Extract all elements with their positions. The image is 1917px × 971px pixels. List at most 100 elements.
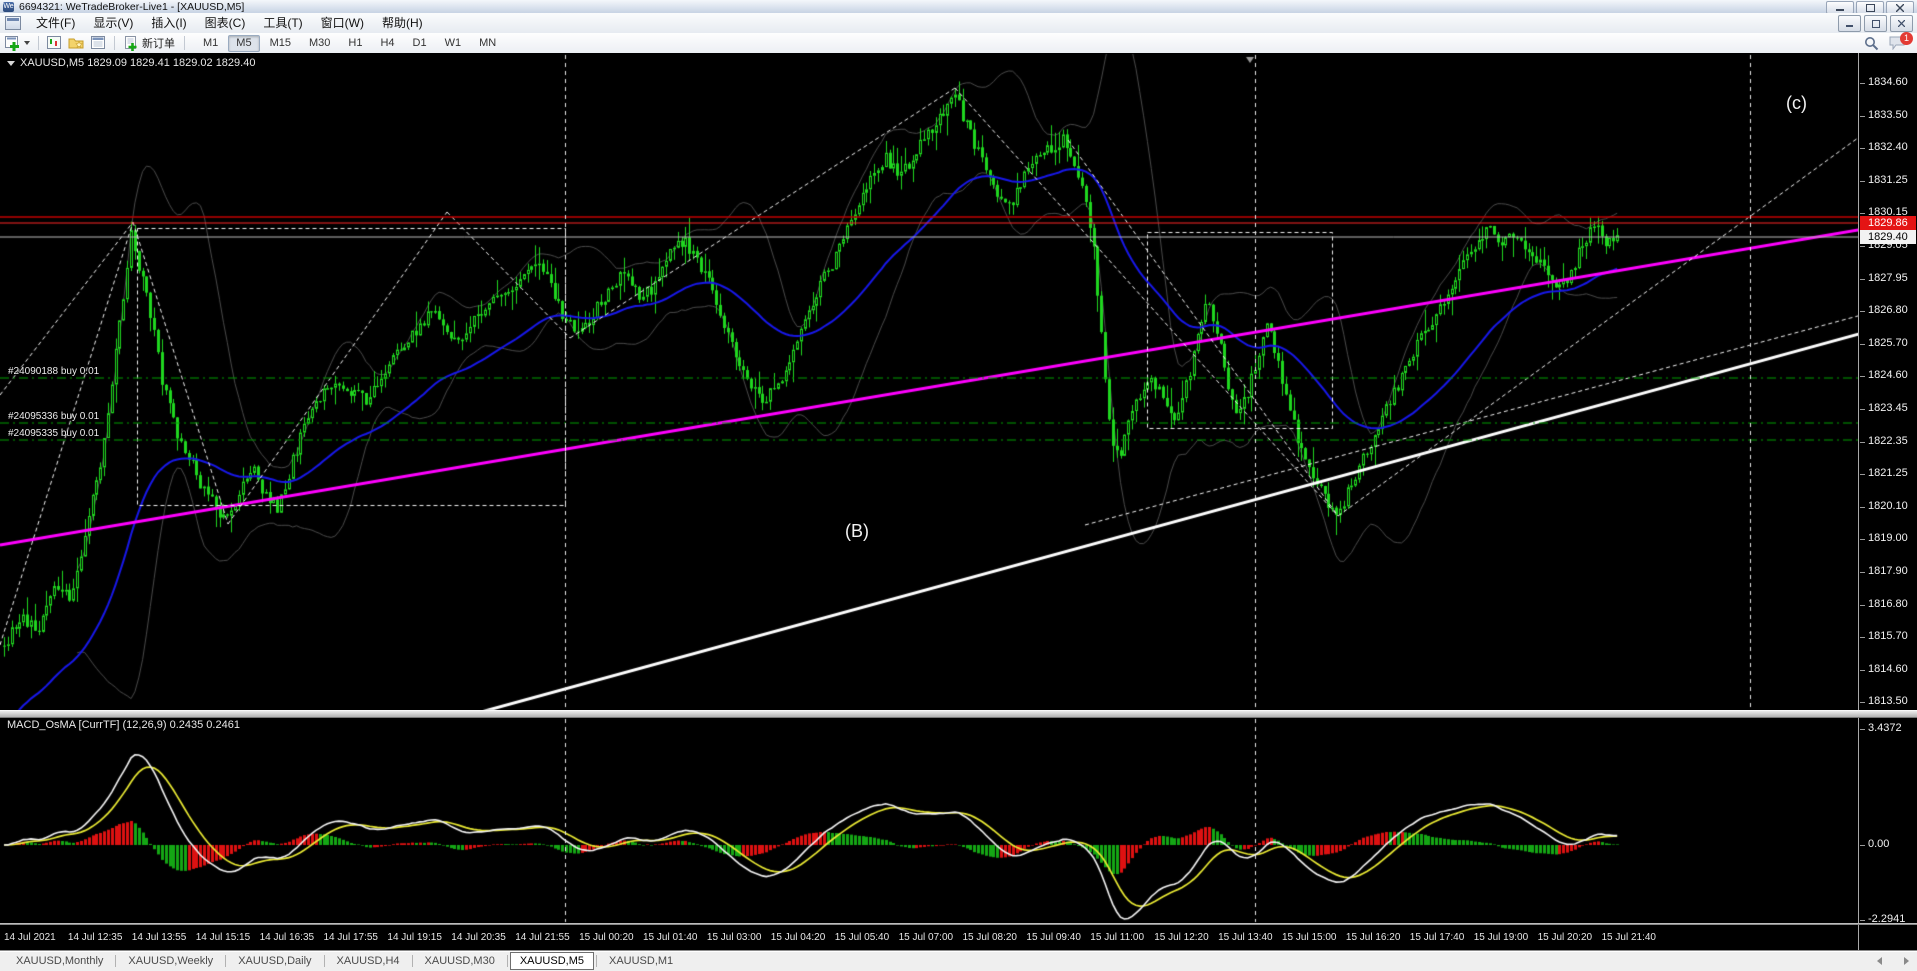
time-axis[interactable]: 14 Jul 2021 14 Jul 12:35 14 Jul 13:55 14 Ju… (0, 925, 1858, 950)
favorites-button[interactable] (68, 34, 85, 52)
time-label: 14 Jul 2021 (4, 932, 56, 943)
new-chart-icon (5, 35, 19, 51)
data-window-button[interactable] (91, 34, 106, 52)
child-minimize-icon (1846, 25, 1853, 27)
panel-splitter[interactable] (0, 710, 1917, 718)
time-label: 15 Jul 20:20 (1537, 932, 1593, 943)
price-tick: 1819.00 (1859, 532, 1917, 544)
price-tick: 1830.15 (1859, 206, 1917, 218)
favorites-folder-icon (68, 38, 84, 49)
new-order-button[interactable]: 新订单 (120, 35, 179, 51)
price-axis[interactable]: 1829.86 1829.40 1834.60 1833.50 1832.40 183… (1858, 53, 1917, 950)
tab-xauusd-monthly[interactable]: XAUUSD,Monthly (16, 955, 104, 967)
menu-view[interactable]: 显示(V) (93, 15, 134, 30)
macd-scale-tick: 0.00 (1859, 838, 1917, 850)
child-close-icon (1898, 20, 1905, 27)
menu-file[interactable]: 文件(F) (36, 15, 76, 30)
timeframe-d1[interactable]: D1 (412, 36, 427, 49)
tab-separator (323, 955, 325, 967)
close-icon (1896, 3, 1904, 12)
tab-xauusd-m1[interactable]: XAUUSD,M1 (609, 955, 674, 967)
toolbar-separator (114, 36, 115, 50)
data-window-icon (91, 36, 105, 49)
toolbar-separator (38, 36, 39, 50)
timeframe-w1[interactable]: W1 (444, 36, 462, 49)
price-tick: 1833.50 (1859, 109, 1917, 121)
time-label: 14 Jul 15:15 (195, 932, 251, 943)
app-icon: We (3, 1, 14, 12)
tab-xauusd-daily[interactable]: XAUUSD,Daily (238, 955, 312, 967)
menu-help[interactable]: 帮助(H) (381, 15, 423, 30)
chevron-down-icon (24, 41, 30, 45)
timeframe-h1[interactable]: H1 (348, 36, 363, 49)
time-label: 15 Jul 13:40 (1218, 932, 1273, 943)
notifications-button[interactable]: 1 (1889, 32, 1913, 51)
notification-badge: 1 (1900, 32, 1913, 45)
tab-xauusd-m5[interactable]: XAUUSD,M5 (509, 952, 594, 970)
tab-separator (411, 955, 413, 967)
price-tick: 1825.70 (1859, 337, 1917, 349)
time-label: 14 Jul 13:55 (131, 932, 187, 943)
time-label: 15 Jul 12:20 (1154, 932, 1209, 943)
menu-window[interactable]: 窗口(W) (320, 15, 364, 30)
new-chart-button[interactable] (5, 34, 30, 52)
timeframe-m1[interactable]: M1 (203, 36, 219, 49)
menu-bar: 文件(F) 显示(V) 插入(I) 图表(C) 工具(T) 窗口(W) 帮助(H) (0, 13, 1917, 34)
price-tick: 1813.50 (1859, 695, 1917, 707)
price-tick: 1814.60 (1859, 663, 1917, 675)
tab-bar: XAUUSD,Monthly XAUUSD,Weekly XAUUSD,Daily X… (0, 950, 1917, 971)
price-tick: 1831.25 (1859, 174, 1917, 186)
new-order-label: 新订单 (142, 38, 175, 50)
main-chart-canvas[interactable] (0, 53, 1858, 950)
time-label: 14 Jul 20:35 (451, 932, 506, 943)
minimize-icon (1836, 9, 1844, 11)
tab-scroll-right-icon[interactable] (1904, 957, 1909, 965)
time-label: 15 Jul 03:00 (706, 932, 762, 943)
child-minimize-button[interactable] (1838, 15, 1861, 32)
price-tick: 1822.35 (1859, 435, 1917, 447)
price-tick: 1824.60 (1859, 369, 1917, 381)
time-label: 15 Jul 16:20 (1345, 932, 1401, 943)
profiles-button[interactable] (47, 34, 62, 52)
time-label: 14 Jul 19:15 (387, 932, 442, 943)
tab-xauusd-weekly[interactable]: XAUUSD,Weekly (128, 955, 214, 967)
time-label: 15 Jul 04:20 (770, 932, 826, 943)
menu-tools[interactable]: 工具(T) (263, 15, 303, 30)
timeframe-h4[interactable]: H4 (380, 36, 395, 49)
time-label: 15 Jul 07:00 (898, 932, 954, 943)
price-tick: 1827.95 (1859, 272, 1917, 284)
timeframe-m15[interactable]: M15 (269, 36, 291, 49)
time-label: 15 Jul 00:20 (579, 932, 634, 943)
time-label: 15 Jul 11:00 (1090, 932, 1145, 943)
tab-xauusd-h4[interactable]: XAUUSD,H4 (336, 955, 400, 967)
macd-scale-tick: -2.2941 (1859, 913, 1917, 925)
timeframe-m30[interactable]: M30 (308, 36, 331, 49)
chart-window-icon[interactable] (5, 16, 21, 30)
tab-bar-tabs: XAUUSD,Monthly XAUUSD,Weekly XAUUSD,Daily X… (6, 952, 683, 970)
price-tick: 1826.80 (1859, 304, 1917, 316)
toolbar: 新订单 M1 M5 M15 M30 H1 H4 D1 W1 MN 1 (0, 32, 1917, 54)
child-restore-button[interactable] (1864, 15, 1887, 32)
timeframe-group: M1 M5 M15 M30 H1 H4 D1 W1 MN (194, 34, 505, 52)
menu-insert[interactable]: 插入(I) (151, 15, 187, 30)
timeframe-m5[interactable]: M5 (228, 34, 260, 52)
tab-separator (596, 955, 597, 967)
search-icon[interactable] (1864, 36, 1879, 51)
maximize-icon (1865, 3, 1875, 12)
tab-separator (115, 955, 117, 967)
time-label: 15 Jul 01:40 (643, 932, 698, 943)
time-axis-separator (0, 923, 1917, 925)
menu-charts[interactable]: 图表(C) (204, 15, 246, 30)
price-tick: 1829.05 (1859, 239, 1917, 251)
tab-xauusd-m30[interactable]: XAUUSD,M30 (424, 955, 495, 967)
child-close-button[interactable] (1890, 15, 1913, 32)
price-tick: 1834.60 (1859, 76, 1917, 88)
menu-items: 文件(F) 显示(V) 插入(I) 图表(C) 工具(T) 窗口(W) 帮助(H) (27, 14, 432, 33)
time-label: 15 Jul 08:20 (962, 932, 1018, 943)
time-label: 14 Jul 16:35 (259, 932, 315, 943)
time-label: 15 Jul 15:00 (1282, 932, 1337, 943)
tab-scroll-left-icon[interactable] (1877, 957, 1882, 965)
timeframe-mn[interactable]: MN (479, 36, 497, 49)
price-tick: 1832.40 (1859, 141, 1917, 153)
ask-price-badge: 1829.86 (1860, 216, 1916, 230)
